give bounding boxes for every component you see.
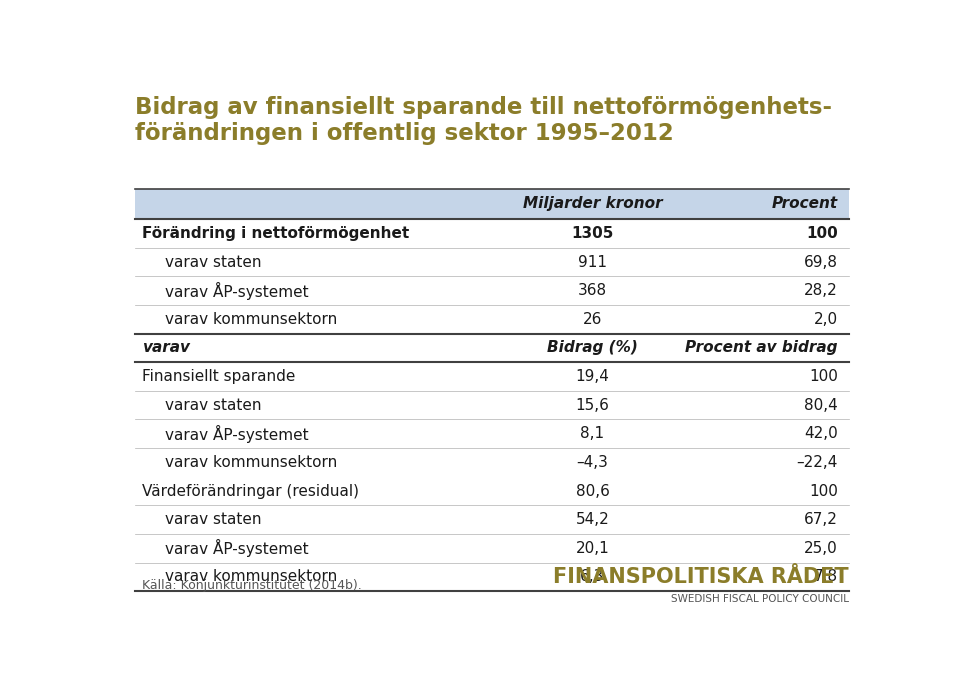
Text: –22,4: –22,4 [797, 455, 838, 470]
Text: –4,3: –4,3 [577, 455, 609, 470]
Text: 100: 100 [809, 369, 838, 384]
Text: 42,0: 42,0 [804, 427, 838, 441]
Text: varav staten: varav staten [165, 398, 261, 413]
Text: 368: 368 [578, 283, 607, 299]
Text: Förändring i nettoförmögenhet: Förändring i nettoförmögenhet [142, 226, 410, 241]
Text: varav: varav [142, 341, 190, 356]
Text: FINANSPOLITISKA RÅDET: FINANSPOLITISKA RÅDET [554, 567, 849, 587]
Text: varav staten: varav staten [165, 255, 261, 270]
Text: varav kommunsektorn: varav kommunsektorn [165, 455, 337, 470]
Text: 100: 100 [806, 226, 838, 241]
Text: 25,0: 25,0 [804, 541, 838, 556]
Text: förändringen i offentlig sektor 1995–2012: förändringen i offentlig sektor 1995–201… [134, 122, 674, 145]
Text: 80,6: 80,6 [575, 484, 610, 499]
Text: 20,1: 20,1 [576, 541, 610, 556]
Text: 100: 100 [809, 484, 838, 499]
Text: varav kommunsektorn: varav kommunsektorn [165, 570, 337, 584]
Text: Procent: Procent [772, 196, 838, 211]
Text: Miljarder kronor: Miljarder kronor [522, 196, 662, 211]
Text: 26: 26 [583, 312, 602, 327]
Text: Bidrag (%): Bidrag (%) [547, 341, 637, 356]
Text: 15,6: 15,6 [575, 398, 610, 413]
Text: Källa: Konjunkturinstitutet (2014b).: Källa: Konjunkturinstitutet (2014b). [142, 579, 362, 592]
Text: 69,8: 69,8 [804, 255, 838, 270]
Text: varav ÅP-systemet: varav ÅP-systemet [165, 424, 308, 443]
Text: 2,0: 2,0 [814, 312, 838, 327]
Text: varav staten: varav staten [165, 512, 261, 527]
Text: varav ÅP-systemet: varav ÅP-systemet [165, 282, 308, 300]
Text: varav ÅP-systemet: varav ÅP-systemet [165, 539, 308, 557]
Text: 54,2: 54,2 [576, 512, 610, 527]
Text: 1305: 1305 [571, 226, 613, 241]
Text: 6,3: 6,3 [580, 570, 605, 584]
Text: varav kommunsektorn: varav kommunsektorn [165, 312, 337, 327]
Text: Värdeförändringar (residual): Värdeförändringar (residual) [142, 484, 359, 499]
FancyBboxPatch shape [134, 189, 849, 219]
Text: Procent av bidrag: Procent av bidrag [685, 341, 838, 356]
Text: 80,4: 80,4 [804, 398, 838, 413]
Text: SWEDISH FISCAL POLICY COUNCIL: SWEDISH FISCAL POLICY COUNCIL [671, 594, 849, 604]
Text: 8,1: 8,1 [581, 427, 605, 441]
Text: 67,2: 67,2 [804, 512, 838, 527]
Text: 7,8: 7,8 [814, 570, 838, 584]
Text: Finansiellt sparande: Finansiellt sparande [142, 369, 296, 384]
Text: Bidrag av finansiellt sparande till nettoförmögenhets-: Bidrag av finansiellt sparande till nett… [134, 96, 832, 119]
Text: 19,4: 19,4 [575, 369, 610, 384]
Text: 28,2: 28,2 [804, 283, 838, 299]
Text: 911: 911 [578, 255, 607, 270]
